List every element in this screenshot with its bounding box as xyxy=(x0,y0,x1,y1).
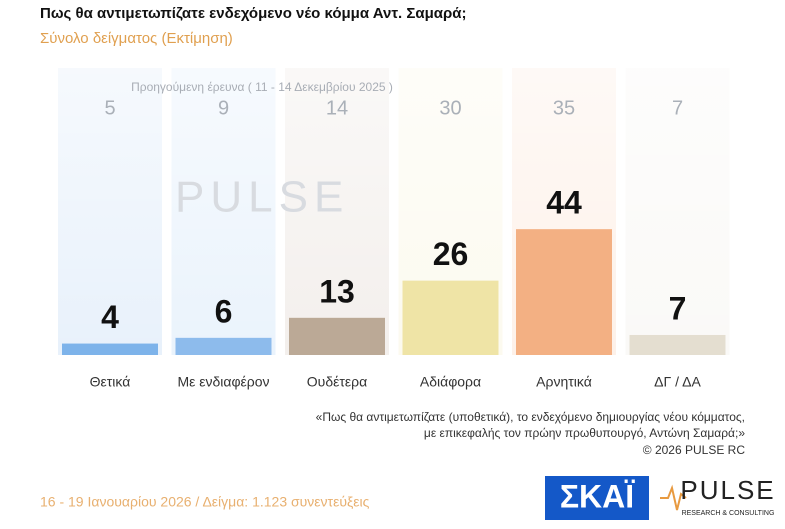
bar xyxy=(62,343,158,355)
pollster-logo-icon xyxy=(660,484,687,511)
bars: 5 4 Θετικά 9 6 Με ενδιαφέρον 14 13 Ουδέτερα 30 26 Α… xyxy=(62,97,726,390)
x-tick-label: Ουδέτερα xyxy=(307,374,367,390)
x-tick-label: Αρνητικά xyxy=(536,374,592,390)
x-tick-label: Θετικά xyxy=(90,374,131,390)
previous-value: 35 xyxy=(553,97,575,119)
footer: 16 - 19 Ιανουαρίου 2026 / Δείγμα: 1.123 … xyxy=(40,494,370,510)
background-fade xyxy=(171,68,276,355)
chart-title: Πως θα αντιμετωπίζατε ενδεχόμενο νέο κόμ… xyxy=(40,5,466,22)
broadcaster-logo: ΣΚΑΪ xyxy=(560,478,635,514)
chart-subtitle: Σύνολο δείγματος (Εκτίμηση) xyxy=(40,30,233,47)
value-label: 7 xyxy=(669,290,687,326)
bar xyxy=(402,280,499,355)
pollster-logo: PULSE xyxy=(680,475,775,505)
bar xyxy=(289,317,385,355)
previous-label: Προηγούμενη έρευνα ( 11 - 14 Δεκεμβρίου … xyxy=(131,80,393,94)
previous-value: 9 xyxy=(218,97,229,119)
previous-value: 5 xyxy=(104,97,115,119)
background-fade xyxy=(625,68,730,355)
bar xyxy=(629,334,726,355)
question-line: «Πως θα αντιμετωπίζατε (υποθετικά), το ε… xyxy=(316,410,745,424)
value-label: 13 xyxy=(319,273,355,309)
background-columns xyxy=(58,68,730,355)
copyright: © 2026 PULSE RC xyxy=(643,443,746,457)
bar xyxy=(516,229,612,355)
previous-value: 7 xyxy=(672,97,683,119)
background-fade xyxy=(58,68,162,355)
question-line: με επικεφαλής τον πρώην πρωθυπουργό, Αντ… xyxy=(424,426,745,440)
watermark: PULSE xyxy=(175,173,349,222)
previous-value: 14 xyxy=(326,97,348,119)
pollster-tagline: RESEARCH & CONSULTING xyxy=(682,510,775,517)
value-label: 44 xyxy=(546,185,582,221)
value-label: 26 xyxy=(433,236,469,272)
x-tick-label: ΔΓ / ΔΑ xyxy=(654,374,701,390)
broadcaster-logo-bg xyxy=(545,476,649,520)
previous-value: 30 xyxy=(439,97,461,119)
background-fade xyxy=(285,68,389,355)
x-tick-label: Αδιάφορα xyxy=(420,374,481,390)
x-tick-label: Με ενδιαφέρον xyxy=(177,374,269,390)
value-label: 4 xyxy=(101,299,119,335)
value-label: 6 xyxy=(215,293,233,329)
bar xyxy=(175,337,272,355)
